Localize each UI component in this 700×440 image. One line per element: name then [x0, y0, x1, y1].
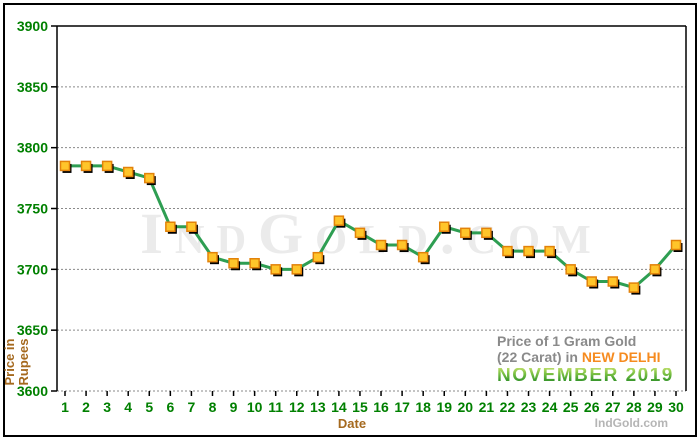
data-point-day-28: [628, 282, 640, 293]
x-tick-label-1: 1: [61, 399, 69, 415]
data-point-day-20: [460, 227, 471, 239]
x-tick-label-22: 22: [500, 399, 516, 415]
x-tick-label-20: 20: [458, 399, 474, 415]
y-tick-label-3750: 3750: [17, 201, 48, 217]
data-point-day-8: [207, 251, 218, 263]
data-point-day-2: [80, 160, 92, 172]
data-point-day-25: [565, 264, 576, 275]
x-tick-label-4: 4: [124, 399, 132, 415]
x-tick-label-23: 23: [521, 399, 537, 415]
caption-line2-prefix: (22 Carat) in: [497, 349, 578, 365]
x-tick-label-8: 8: [209, 399, 217, 415]
x-tick-label-29: 29: [647, 399, 663, 415]
caption-month-year: NOVEMBER 2019: [497, 365, 674, 386]
data-point-day-9: [228, 258, 239, 269]
data-point-day-27: [607, 276, 619, 287]
data-point-day-15: [354, 227, 366, 239]
x-tick-label-17: 17: [394, 399, 410, 415]
data-point-day-16: [375, 239, 387, 251]
x-tick-label-30: 30: [668, 399, 684, 415]
data-point-day-17: [396, 239, 408, 251]
y-tick-label-3600: 3600: [17, 383, 48, 399]
y-axis-title-line1: Price in: [2, 338, 17, 386]
y-tick-label-3850: 3850: [17, 79, 48, 95]
data-point-day-11: [270, 264, 281, 275]
data-point-day-22: [502, 245, 513, 257]
x-tick-label-11: 11: [268, 399, 283, 415]
x-tick-label-10: 10: [247, 399, 263, 415]
site-credit: IndGold.com: [594, 416, 668, 430]
data-point-day-4: [122, 166, 134, 178]
data-point-day-12: [291, 264, 303, 275]
data-point-day-26: [586, 276, 597, 287]
y-axis-title: Price in Rupees: [2, 317, 31, 407]
x-tick-label-25: 25: [563, 399, 579, 415]
x-tick-label-24: 24: [542, 399, 558, 415]
data-point-day-21: [481, 227, 492, 239]
data-point-day-7: [186, 221, 197, 232]
x-tick-label-12: 12: [289, 399, 305, 415]
x-tick-label-16: 16: [373, 399, 389, 415]
x-tick-label-2: 2: [82, 399, 90, 415]
data-point-day-18: [417, 251, 429, 263]
x-tick-label-14: 14: [331, 399, 347, 415]
data-point-day-1: [59, 160, 71, 172]
x-tick-label-6: 6: [166, 399, 174, 415]
data-point-day-23: [523, 245, 534, 257]
data-point-day-3: [101, 160, 113, 172]
x-tick-label-19: 19: [436, 399, 452, 415]
data-point-day-14: [333, 215, 345, 226]
y-tick-label-3900: 3900: [17, 18, 48, 34]
x-tick-label-15: 15: [352, 399, 368, 415]
y-tick-label-3800: 3800: [17, 140, 48, 156]
x-tick-label-27: 27: [605, 399, 621, 415]
x-tick-label-3: 3: [103, 399, 111, 415]
x-tick-label-21: 21: [479, 399, 495, 415]
x-tick-label-26: 26: [584, 399, 600, 415]
data-point-day-13: [312, 251, 324, 263]
data-point-day-6: [165, 221, 176, 232]
data-point-day-10: [249, 258, 260, 269]
data-point-day-19: [438, 221, 450, 232]
data-point-day-24: [544, 245, 555, 257]
x-tick-label-9: 9: [230, 399, 238, 415]
data-point-day-30: [670, 239, 682, 251]
x-tick-label-5: 5: [145, 399, 153, 415]
y-tick-label-3650: 3650: [17, 322, 48, 338]
y-axis-title-line2: Rupees: [16, 338, 31, 386]
x-tick-label-7: 7: [188, 399, 196, 415]
data-point-day-5: [144, 172, 155, 184]
caption-line1: Price of 1 Gram Gold: [497, 333, 637, 349]
x-axis-title: Date: [337, 416, 367, 431]
x-tick-label-18: 18: [415, 399, 431, 415]
caption-line2: (22 Carat) in NEW DELHI: [497, 349, 674, 366]
y-tick-label-3700: 3700: [17, 261, 48, 277]
x-tick-label-28: 28: [626, 399, 642, 415]
chart-caption: Price of 1 Gram Gold (22 Carat) in NEW DE…: [497, 333, 674, 386]
x-tick-label-13: 13: [310, 399, 326, 415]
data-point-day-29: [649, 264, 661, 275]
caption-location: NEW DELHI: [581, 349, 661, 365]
